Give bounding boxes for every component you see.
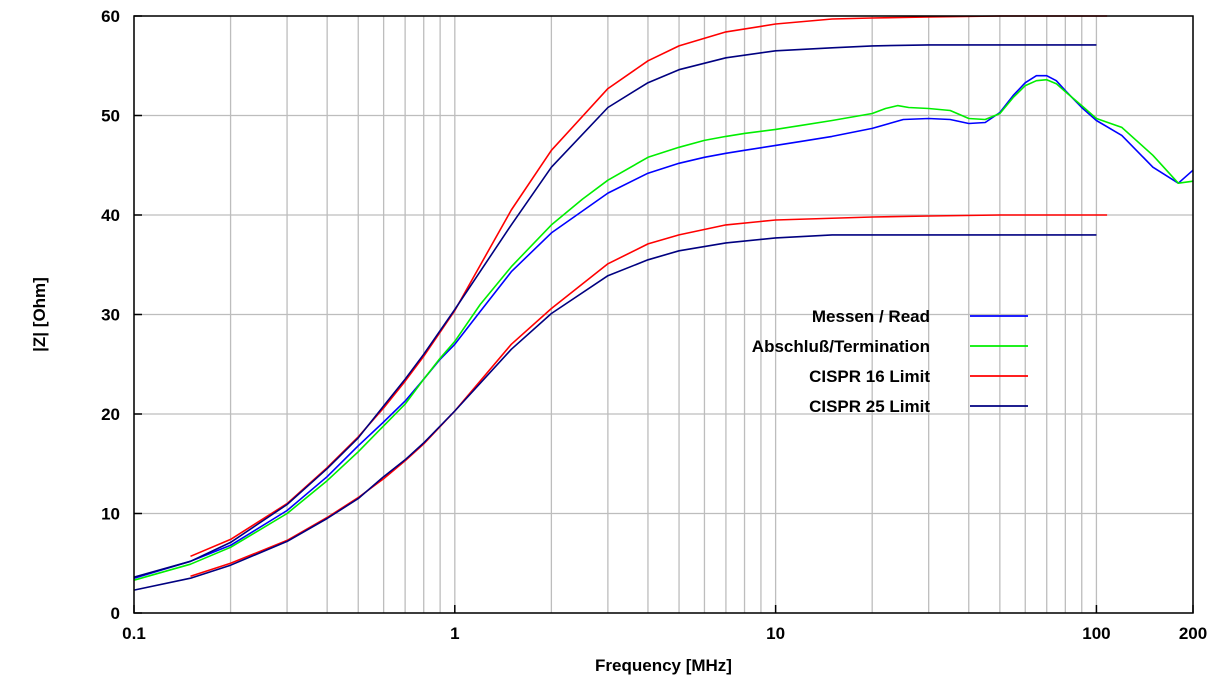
series-line-2-lower [190,214,1108,577]
x-tick-label: 10 [766,624,785,643]
x-tick-label: 0.1 [122,624,146,643]
y-tick-label: 40 [101,206,120,225]
series-line-3 [133,44,1097,578]
x-axis-ticks: 0.1 1 10 100 200 [122,605,1207,643]
legend-label-0: Messen / Read [812,307,930,326]
y-tick-label: 0 [111,604,120,623]
legend-label-2: CISPR 16 Limit [809,367,930,386]
y-tick-label: 50 [101,107,120,126]
x-tick-label: 100 [1082,624,1110,643]
y-axis-title: |Z| [Ohm] [30,277,49,352]
grid [133,15,1194,614]
legend-label-3: CISPR 25 Limit [809,397,930,416]
y-tick-label: 60 [101,7,120,26]
y-tick-label: 30 [101,306,120,325]
legend-label-1: Abschluß/Termination [752,337,930,356]
y-tick-label: 10 [101,505,120,524]
series-line-1 [133,78,1194,581]
y-axis-ticks: 0 10 20 30 40 50 60 [101,7,142,623]
x-tick-label: 200 [1179,624,1207,643]
legend: Messen / Read Abschluß/Termination CISPR 1… [752,307,1028,416]
x-axis-title: Frequency [MHz] [595,656,732,675]
series-lines [133,15,1194,591]
y-tick-label: 20 [101,405,120,424]
series-line-3-lower [133,234,1097,591]
x-tick-label: 1 [450,624,459,643]
series-line-0 [133,74,1194,579]
